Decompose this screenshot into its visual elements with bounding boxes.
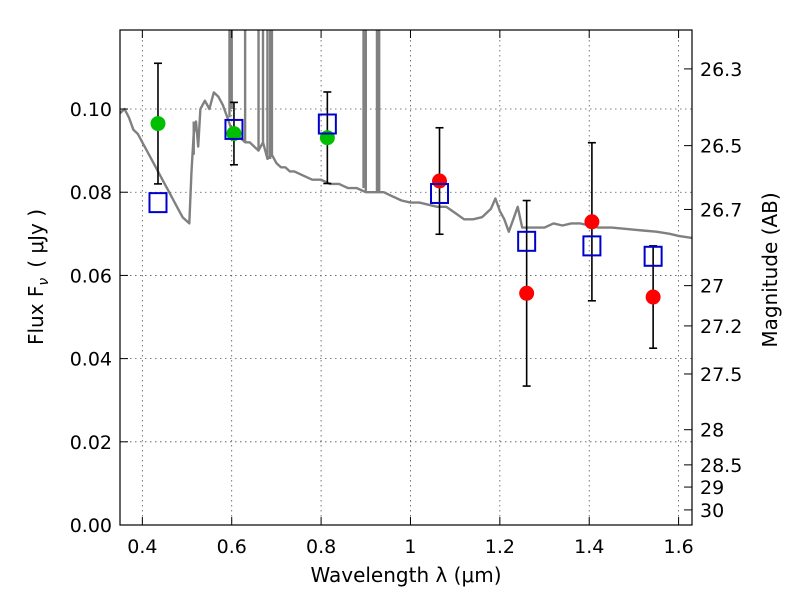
y2-tick-label: 26.3 xyxy=(700,59,742,81)
y2-tick-label: 26.5 xyxy=(700,136,742,158)
y-axis-label-main: Flux F xyxy=(24,286,48,345)
flux-point xyxy=(319,130,335,146)
model-square-point xyxy=(317,113,337,135)
x-tick-label: 0.4 xyxy=(127,536,157,558)
y2-tick-label: 29 xyxy=(700,477,724,499)
model-square-point xyxy=(224,118,244,140)
flux-point xyxy=(584,214,600,230)
model-square-point xyxy=(517,230,537,252)
model-square-point xyxy=(430,182,450,204)
model-square-point xyxy=(148,192,168,214)
model-square-point xyxy=(643,245,663,267)
y-tick-label: 0.10 xyxy=(70,99,112,121)
y2-tick-label: 30 xyxy=(700,500,724,522)
x-tick-label: 1.4 xyxy=(574,536,604,558)
x-tick-label: 1 xyxy=(404,536,416,558)
y2-tick-label: 27.2 xyxy=(700,316,742,338)
plot-area xyxy=(120,30,692,387)
x-tick-label: 0.6 xyxy=(217,536,247,558)
flux-point xyxy=(432,173,448,189)
y2-tick-label: 26.7 xyxy=(700,199,742,221)
model-square-point xyxy=(582,235,602,257)
y-tick-label: 0.00 xyxy=(70,515,112,537)
flux-point xyxy=(150,116,166,132)
y-tick-label: 0.06 xyxy=(70,265,112,287)
y-axis-label-unit: ( μJy ) xyxy=(24,209,48,268)
x-axis-label: Wavelength λ (μm) xyxy=(310,563,501,587)
flux-point xyxy=(645,289,661,305)
axis-ticks: 0.4 0.6 0.8 1 1.2 1.4 1.6 0.00 0.02 0.04 0.06 0.08 0… xyxy=(70,30,742,558)
photometry-points xyxy=(148,113,663,305)
y2-tick-label: 28 xyxy=(700,420,724,442)
model-spectrum xyxy=(120,30,692,240)
x-tick-label: 0.8 xyxy=(306,536,336,558)
y-tick-label: 0.04 xyxy=(70,349,112,371)
y-axis-label: Flux Fν ( μJy ) xyxy=(24,209,52,345)
y-axis-label-subscript: ν xyxy=(36,278,52,286)
y-tick-label: 0.08 xyxy=(70,182,112,204)
y2-axis-label: Magnitude (AB) xyxy=(758,192,782,347)
y-tick-label: 0.02 xyxy=(70,432,112,454)
y2-tick-label: 27 xyxy=(700,276,724,298)
y2-tick-label: 27.5 xyxy=(700,364,742,386)
y2-tick-label: 28.5 xyxy=(700,455,742,477)
plot-frame xyxy=(119,29,693,526)
spectrum-line xyxy=(120,91,692,240)
flux-point xyxy=(519,285,535,301)
x-tick-label: 1.2 xyxy=(485,536,515,558)
x-tick-label: 1.6 xyxy=(663,536,693,558)
flux-point xyxy=(226,126,242,142)
